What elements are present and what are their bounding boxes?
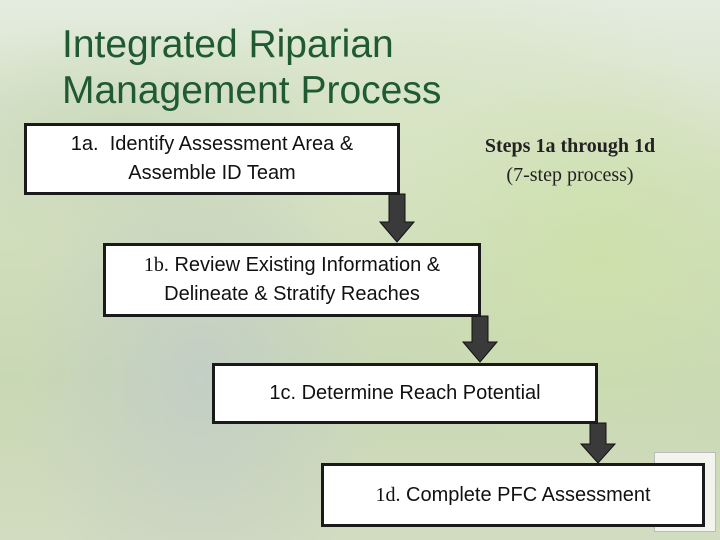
- step-number: 1a.: [70, 133, 99, 155]
- arrow: [579, 422, 617, 464]
- arrow: [461, 315, 499, 363]
- step-box: 1d. Complete PFC Assessment: [321, 463, 705, 527]
- step-box: 1c. Determine Reach Potential: [212, 363, 598, 424]
- note: Steps 1a through 1d (7-step process): [440, 132, 700, 190]
- arrow: [378, 193, 416, 243]
- title-line: Integrated Riparian: [62, 23, 394, 66]
- step-text: Complete PFC Assessment: [406, 483, 651, 506]
- step-box: 1b. Review Existing Information & Deline…: [103, 243, 481, 317]
- title: Integrated Riparian Management Process: [62, 22, 441, 114]
- step-text: Identify Assessment Area & Assemble ID T…: [109, 133, 354, 184]
- step-box: 1a. Identify Assessment Area & Assemble …: [24, 123, 400, 195]
- title-line: Management Process: [62, 69, 442, 112]
- step-number: 1c.: [269, 382, 297, 404]
- step-text: Review Existing Information & Delineate …: [164, 254, 441, 305]
- step-number: 1b.: [143, 254, 169, 276]
- step-number: 1d.: [375, 483, 401, 506]
- step-text: Determine Reach Potential: [301, 382, 541, 404]
- note-heading: Steps 1a through 1d: [484, 135, 656, 157]
- note-sub: (7-step process): [506, 164, 634, 186]
